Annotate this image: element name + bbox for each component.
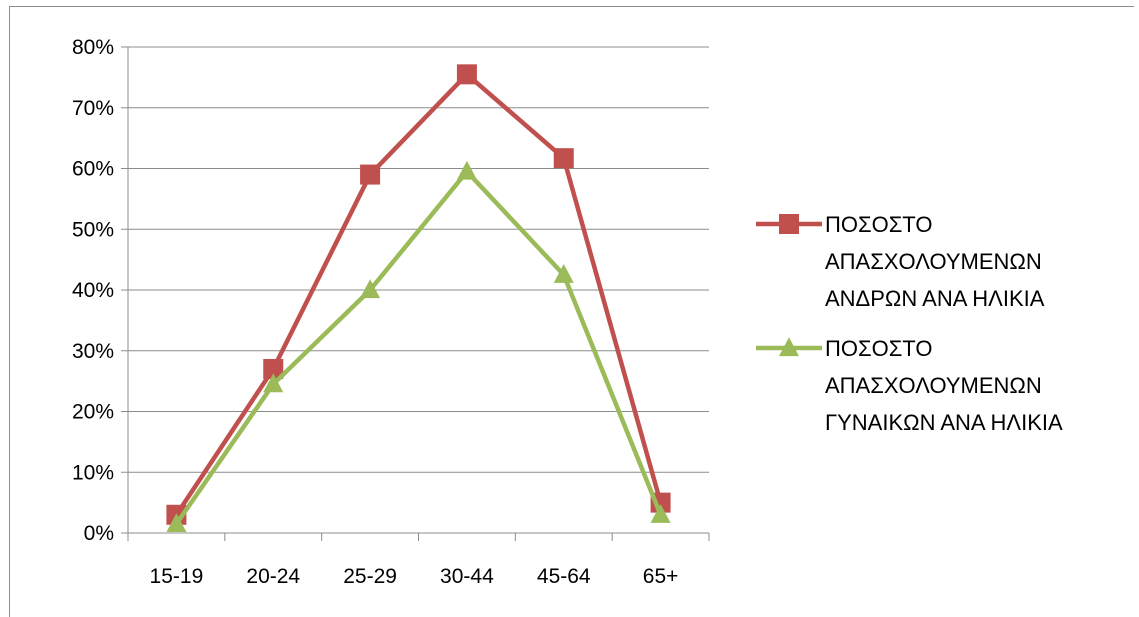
- x-tick-label: 15-19: [150, 565, 204, 588]
- legend-label: ΑΠΑΣΧΟΛΟΥΜΕΝΩΝ: [825, 249, 1042, 274]
- y-tick-label: 80%: [72, 36, 114, 59]
- x-tick-label: 65+: [643, 565, 679, 588]
- x-tick-label: 30-44: [440, 565, 494, 588]
- legend-label: ΑΠΑΣΧΟΛΟΥΜΕΝΩΝ: [825, 373, 1042, 398]
- y-tick-label: 70%: [72, 97, 114, 120]
- series-1-point: [360, 164, 381, 185]
- y-tick-label: 30%: [72, 340, 114, 363]
- legend-label: ΓΥΝΑΙΚΩΝ ΑΝΑ ΗΛΙΚΙΑ: [825, 410, 1063, 435]
- legend-marker-1: [779, 214, 799, 234]
- x-tick-label: 45-64: [537, 565, 591, 588]
- series-2-point: [166, 513, 187, 532]
- x-tick-label: 25-29: [343, 565, 397, 588]
- series-2-point: [553, 264, 574, 283]
- chart-frame: [9, 6, 1134, 617]
- y-tick-label: 0%: [84, 522, 114, 545]
- series-2-point: [263, 373, 284, 393]
- y-tick-label: 10%: [72, 461, 114, 484]
- series-line-2: [174, 169, 663, 526]
- series-line-1: [174, 72, 663, 517]
- y-tick-label: 20%: [72, 401, 114, 424]
- y-tick-label: 60%: [72, 158, 114, 181]
- series-2-point: [360, 279, 381, 299]
- x-tick-label: 20-24: [246, 565, 300, 588]
- legend-label: ΠΟΣΟΣΤΟ: [825, 212, 932, 237]
- y-tick-label: 40%: [72, 279, 114, 302]
- y-tick-label: 50%: [72, 218, 114, 241]
- series-1-point: [263, 358, 284, 379]
- legend-marker-2: [779, 337, 799, 357]
- legend-label: ΑΝΔΡΩΝ ΑΝΑ ΗΛΙΚΙΑ: [825, 286, 1045, 311]
- series-2-point: [650, 503, 671, 523]
- series-2-point: [456, 160, 477, 180]
- legend-label: ΠΟΣΟΣΤΟ: [825, 336, 932, 361]
- series-1-point: [456, 64, 477, 85]
- series-1-point: [553, 148, 574, 169]
